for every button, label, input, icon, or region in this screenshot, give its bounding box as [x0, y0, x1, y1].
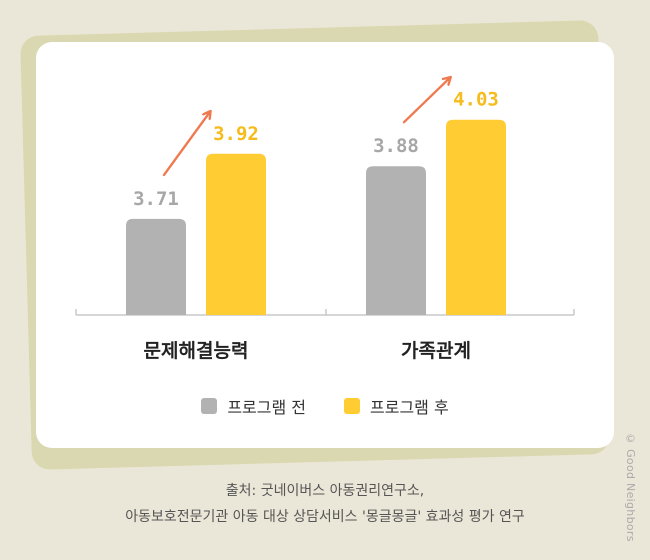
increase-arrow-0: [162, 112, 210, 177]
source-note: 출처: 굿네이버스 아동권리연구소, 아동보호전문기관 아동 대상 상담서비스 …: [0, 478, 650, 530]
bar-before-0: [126, 218, 186, 315]
bar-before-1: [366, 166, 426, 315]
bar-after-0: [206, 153, 266, 315]
legend-label-before: 프로그램 전: [227, 398, 306, 417]
value-label-after-0: 3.92: [213, 123, 259, 145]
legend-item-after: 프로그램 후: [344, 394, 449, 418]
legend-label-after: 프로그램 후: [370, 398, 449, 417]
source-line-2: 아동보호전문기관 아동 대상 상담서비스 '몽글몽글' 효과성 평가 연구: [125, 509, 525, 525]
watermark: © Good Neighbors: [624, 432, 637, 542]
legend: 프로그램 전 프로그램 후: [36, 394, 614, 418]
increase-arrow-1: [402, 78, 450, 124]
category-label-1: 가족관계: [401, 340, 471, 362]
bar-after-1: [446, 119, 506, 315]
value-label-before-1: 3.88: [373, 135, 419, 157]
legend-item-before: 프로그램 전: [201, 394, 306, 418]
legend-swatch-before: [201, 398, 218, 414]
source-line-1: 출처: 굿네이버스 아동권리연구소,: [225, 483, 425, 499]
legend-swatch-after: [344, 398, 360, 414]
value-label-before-0: 3.71: [133, 188, 179, 210]
bar-chart: 3.71 3.92 문제해결능력 3.88 4.03 가족관계: [75, 42, 575, 362]
value-label-after-1: 4.03: [453, 89, 499, 111]
category-label-0: 문제해결능력: [144, 340, 249, 362]
chart-card: 3.71 3.92 문제해결능력 3.88 4.03 가족관계 프로그램 전 프로그램 후: [36, 42, 614, 448]
